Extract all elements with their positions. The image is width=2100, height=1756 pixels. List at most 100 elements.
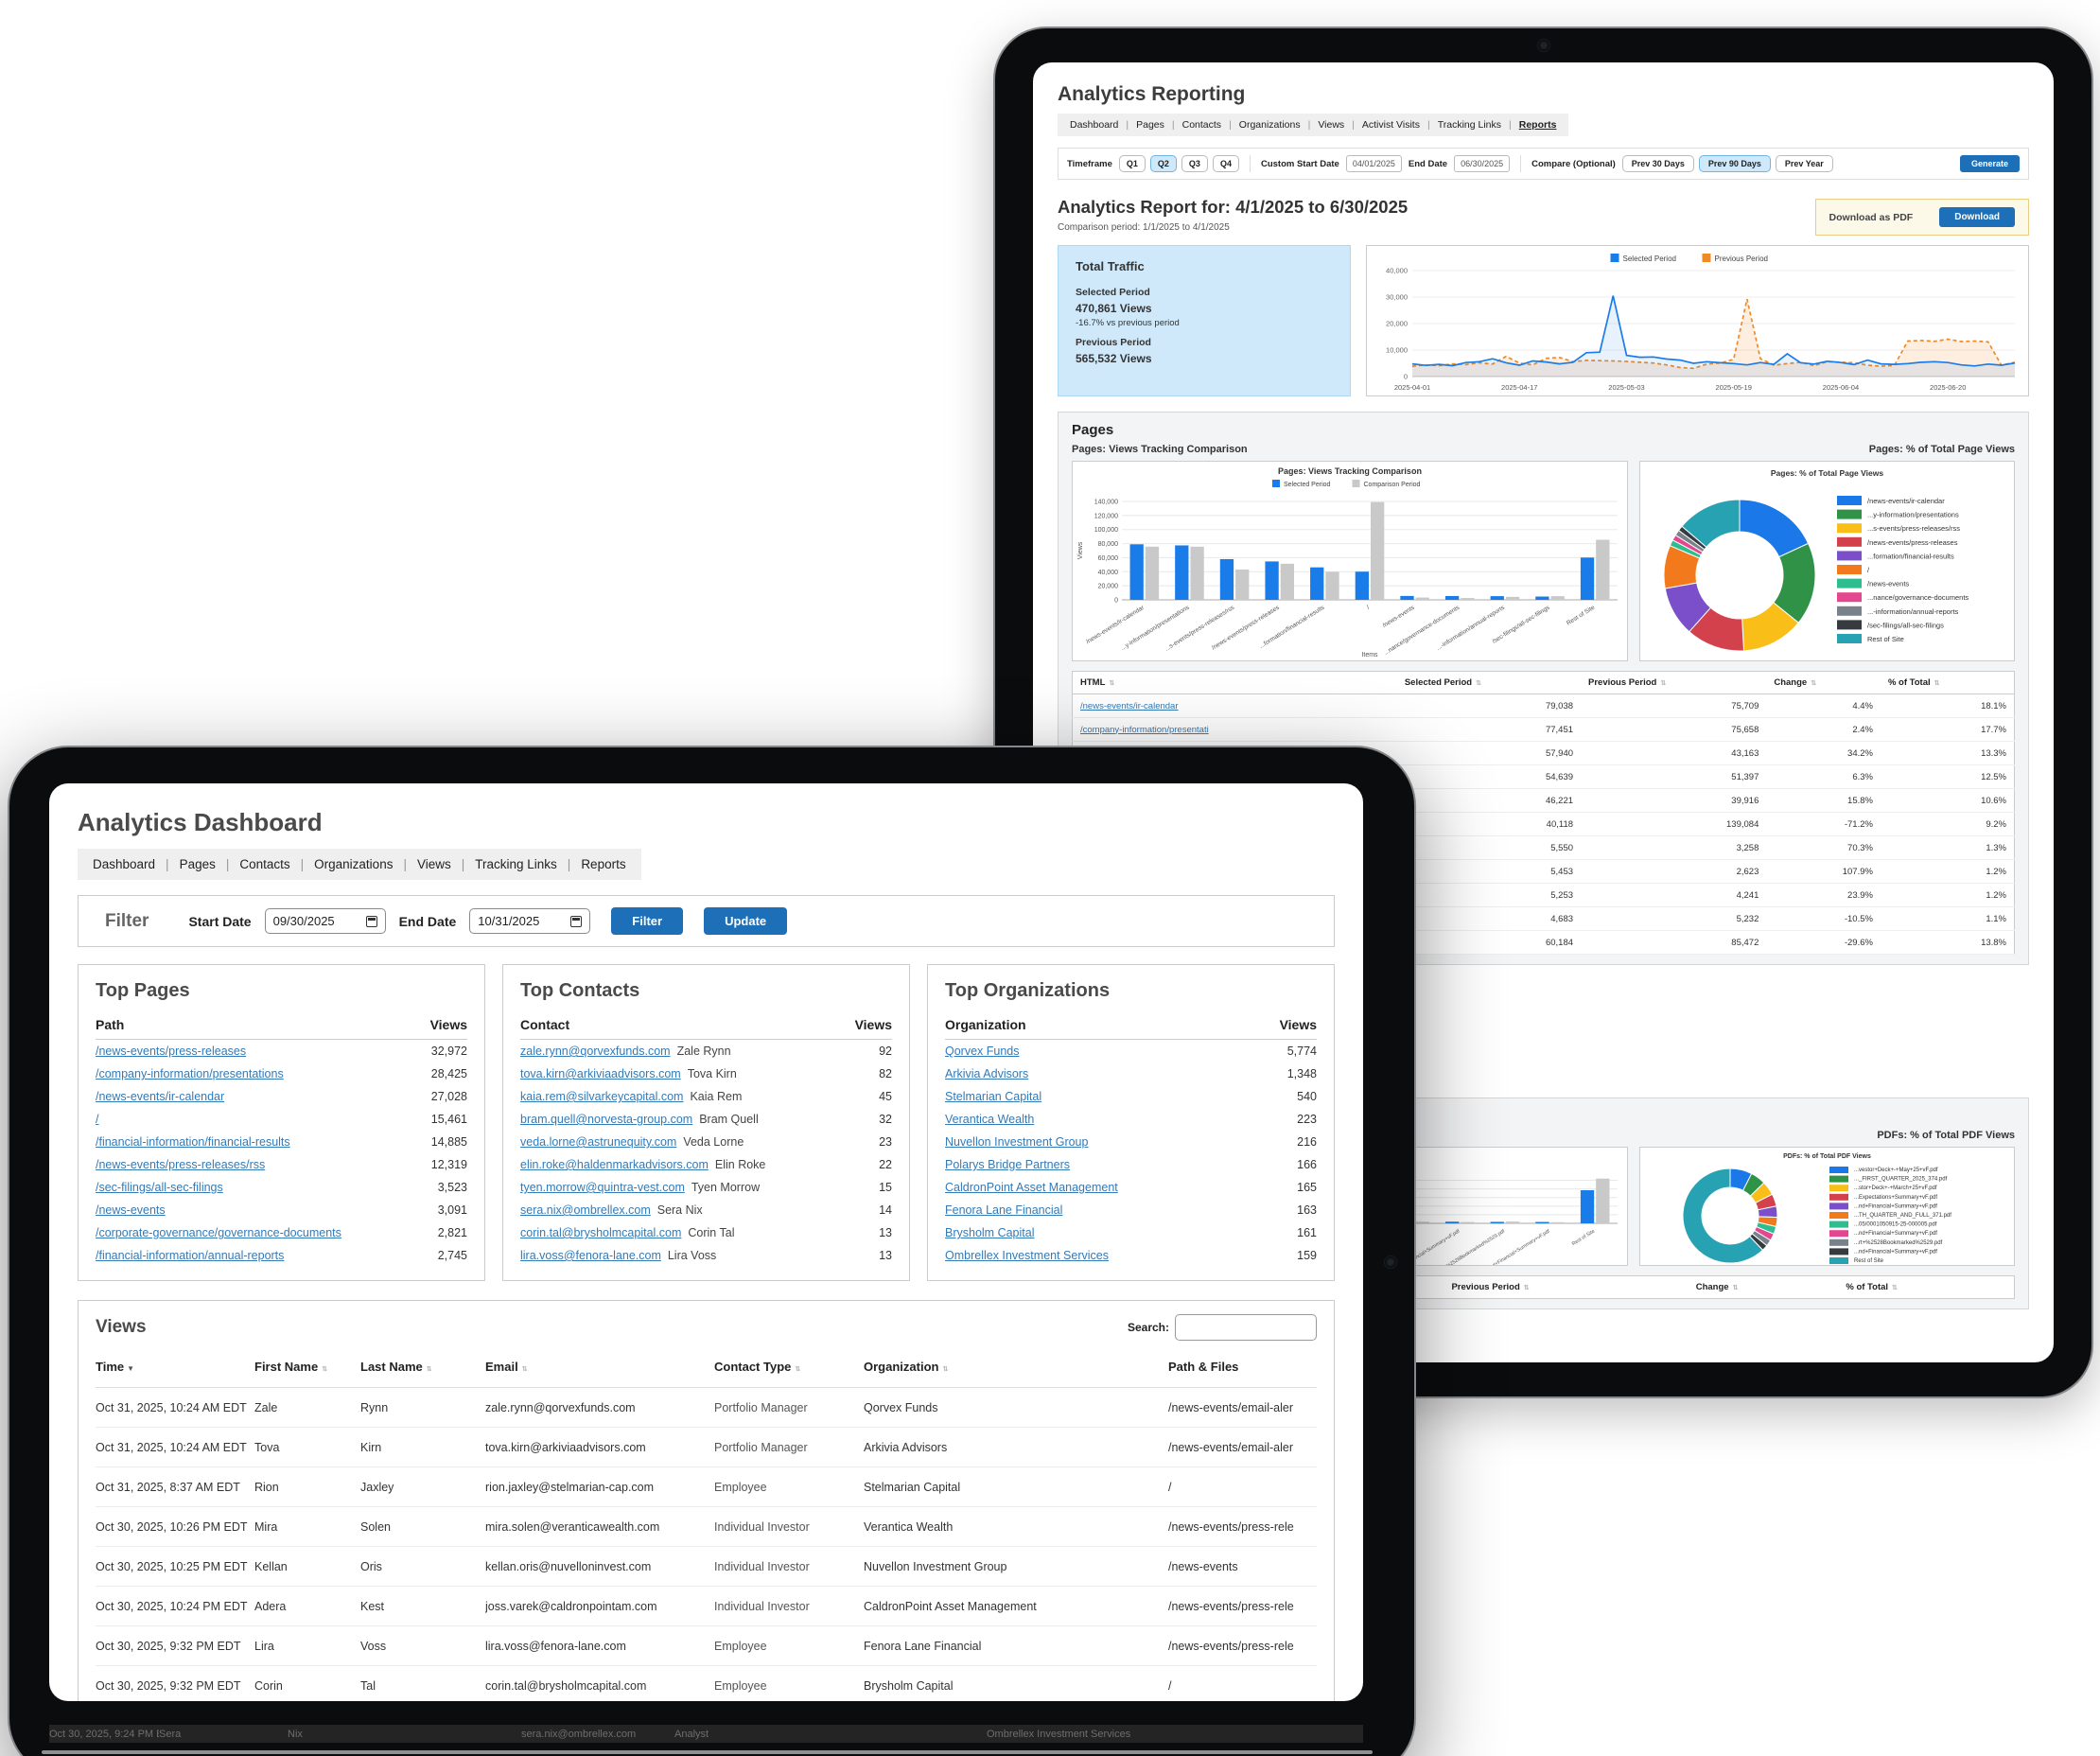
organization-link[interactable]: Fenora Lane Financial [945, 1203, 1063, 1217]
end-date-input[interactable]: 10/31/2025 [469, 908, 591, 934]
nav-link[interactable]: Organizations [290, 857, 393, 871]
page-link[interactable]: /news-events/press-releases/rss [96, 1158, 266, 1171]
organization-link[interactable]: Polarys Bridge Partners [945, 1158, 1071, 1171]
nav-link[interactable]: Organizations [1221, 119, 1301, 131]
pct-total-value: 1.2% [1880, 859, 2015, 884]
contact-email-link[interactable]: corin.tal@brysholmcapital.com [520, 1226, 682, 1239]
quarter-button[interactable]: Q4 [1212, 155, 1239, 172]
compare-button[interactable]: Prev 90 Days [1698, 155, 1771, 172]
column-header[interactable]: Previous Period [1581, 671, 1767, 694]
nav-link[interactable]: Contacts [1164, 119, 1221, 131]
page-link[interactable]: /company-information/presentations [96, 1067, 284, 1080]
organization-link[interactable]: Ombrellex Investment Services [945, 1249, 1109, 1262]
column-header[interactable]: Contact Type [714, 1350, 864, 1388]
nav-link[interactable]: Views [393, 857, 451, 871]
nav-link[interactable]: Tracking Links [451, 857, 557, 871]
sort-icon[interactable] [427, 1366, 431, 1373]
time-cell: Oct 30, 2025, 9:32 PM EDT [96, 1625, 254, 1666]
update-button[interactable]: Update [704, 907, 788, 935]
contact-type-cell: Portfolio Manager [714, 1427, 864, 1467]
sort-icon[interactable] [1660, 680, 1665, 687]
column-header[interactable]: % of Total [1838, 1275, 2015, 1299]
column-header[interactable]: Change [1688, 1275, 1839, 1299]
sort-icon[interactable] [1524, 1285, 1529, 1291]
sort-icon[interactable] [1476, 680, 1480, 687]
page-link[interactable]: /company-information/presentati [1080, 724, 1209, 735]
organization-link[interactable]: CaldronPoint Asset Management [945, 1181, 1118, 1194]
nav-link[interactable]: Reports [557, 857, 625, 871]
page-link[interactable]: /financial-information/annual-reports [96, 1249, 285, 1262]
clipped-cell: Oct 30, 2025, 9:24 PM EDT [49, 1728, 159, 1740]
sort-icon[interactable] [322, 1366, 326, 1373]
organization-link[interactable]: Stelmarian Capital [945, 1090, 1042, 1103]
sort-icon[interactable] [1733, 1285, 1738, 1291]
contact-email-link[interactable]: lira.voss@fenora-lane.com [520, 1249, 661, 1262]
nav-link[interactable]: Reports [1501, 119, 1557, 131]
organization-link[interactable]: Arkivia Advisors [945, 1067, 1029, 1080]
quarter-button[interactable]: Q1 [1118, 155, 1146, 172]
contact-email-link[interactable]: tyen.morrow@quintra-vest.com [520, 1181, 685, 1194]
start-date-input[interactable]: 09/30/2025 [264, 908, 386, 934]
contact-email-link[interactable]: zale.rynn@qorvexfunds.com [520, 1045, 671, 1058]
column-header[interactable]: Email [485, 1350, 714, 1388]
nav-link[interactable]: Dashboard [93, 857, 156, 871]
last-name-cell: Solen [360, 1506, 485, 1547]
page-link[interactable]: /corporate-governance/governance-documen… [96, 1226, 341, 1239]
page-link[interactable]: /news-events/ir-calendar [1080, 700, 1179, 711]
page-link[interactable]: /news-events [96, 1203, 166, 1217]
sort-icon[interactable] [1811, 680, 1815, 687]
column-header[interactable]: % of Total [1880, 671, 2015, 694]
contact-email-link[interactable]: sera.nix@ombrellex.com [520, 1203, 651, 1217]
change-value: 6.3% [1766, 764, 1881, 789]
sort-icon[interactable] [127, 1364, 134, 1373]
page-link[interactable]: /news-events/press-releases [96, 1045, 247, 1058]
contact-type-cell: Employee [714, 1466, 864, 1507]
search-input[interactable] [1175, 1314, 1317, 1341]
filter-button[interactable]: Filter [611, 907, 684, 935]
page-link[interactable]: / [96, 1113, 99, 1126]
organization-link[interactable]: Nuvellon Investment Group [945, 1135, 1089, 1149]
end-date-input[interactable]: 06/30/2025 [1454, 155, 1511, 172]
page-link[interactable]: /sec-filings/all-sec-filings [96, 1181, 223, 1194]
nav-link[interactable]: Tracking Links [1420, 119, 1501, 131]
column-header[interactable]: Organization [864, 1350, 1168, 1388]
sort-icon[interactable] [942, 1366, 947, 1373]
column-header[interactable]: First Name [254, 1350, 360, 1388]
column-header-time[interactable]: Time [96, 1350, 254, 1388]
sort-icon[interactable] [795, 1366, 799, 1373]
nav-link[interactable]: Pages [155, 857, 216, 871]
sort-icon[interactable] [1934, 680, 1939, 687]
sort-icon[interactable] [1892, 1285, 1897, 1291]
contact-email-link[interactable]: elin.roke@haldenmarkadvisors.com [520, 1158, 709, 1171]
page-link[interactable]: /news-events/ir-calendar [96, 1090, 225, 1103]
contact-email-link[interactable]: bram.quell@norvesta-group.com [520, 1113, 693, 1126]
quarter-button[interactable]: Q2 [1149, 155, 1177, 172]
contact-email-link[interactable]: tova.kirn@arkiviaadvisors.com [520, 1067, 681, 1080]
nav-link[interactable]: Dashboard [1070, 119, 1119, 131]
download-button[interactable]: Download [1939, 207, 2015, 227]
contact-email-link[interactable]: kaia.rem@silvarkeycapital.com [520, 1090, 684, 1103]
compare-button[interactable]: Prev Year [1775, 155, 1833, 172]
custom-start-date-input[interactable]: 04/01/2025 [1345, 155, 1402, 172]
nav-link[interactable]: Pages [1118, 119, 1164, 131]
nav-link[interactable]: Activist Visits [1344, 119, 1420, 131]
column-header[interactable]: Last Name [360, 1350, 485, 1388]
organization-cell: Verantica Wealth [864, 1506, 1168, 1547]
organization-link[interactable]: Brysholm Capital [945, 1226, 1035, 1239]
sort-icon[interactable] [1109, 680, 1113, 687]
nav-link[interactable]: Contacts [216, 857, 289, 871]
column-header[interactable]: Previous Period [1444, 1275, 1689, 1299]
column-header[interactable]: Change [1766, 671, 1881, 694]
column-header[interactable]: Selected Period [1396, 671, 1582, 694]
organization-link[interactable]: Qorvex Funds [945, 1045, 1020, 1058]
organization-link[interactable]: Verantica Wealth [945, 1113, 1035, 1126]
quarter-button[interactable]: Q3 [1181, 155, 1208, 172]
compare-button[interactable]: Prev 30 Days [1621, 155, 1694, 172]
contact-email-link[interactable]: veda.lorne@astrunequity.com [520, 1135, 677, 1149]
nav-link[interactable]: Views [1301, 119, 1344, 131]
sort-icon[interactable] [522, 1366, 527, 1373]
column-header[interactable]: Path & Files [1168, 1350, 1317, 1388]
page-link[interactable]: /financial-information/financial-results [96, 1135, 290, 1149]
column-header[interactable]: HTML [1072, 671, 1397, 694]
generate-button[interactable]: Generate [1959, 155, 2020, 172]
